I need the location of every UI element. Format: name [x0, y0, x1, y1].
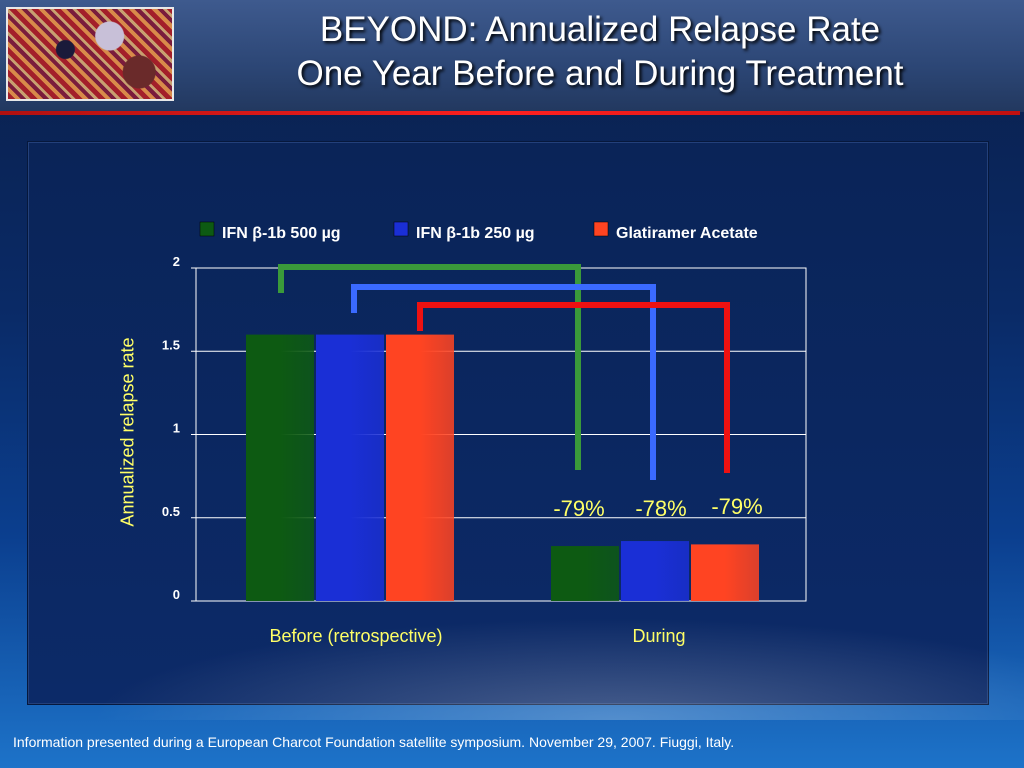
title-line-2: One Year Before and During Treatment — [296, 54, 904, 93]
reduction-bracket — [351, 284, 656, 480]
x-category-label: Before (retrospective) — [269, 626, 442, 646]
title-bar: BEYOND: Annualized Relapse Rate One Year… — [0, 0, 1024, 112]
title-line-1: BEYOND: Annualized Relapse Rate — [319, 10, 881, 49]
footer-note: Information presented during a European … — [13, 734, 735, 750]
bar — [316, 334, 384, 601]
reduction-label: -78% — [635, 496, 686, 521]
legend-swatch — [199, 221, 215, 237]
reduction-bracket — [417, 302, 730, 473]
bar — [691, 544, 759, 601]
y-tick-label: 2 — [173, 254, 180, 269]
bar — [621, 541, 689, 601]
title-divider — [0, 111, 1020, 115]
legend-swatch — [593, 221, 609, 237]
slide-title: BEYOND: Annualized Relapse Rate One Year… — [190, 8, 1010, 96]
bar — [246, 334, 314, 601]
legend-label: IFN β-1b 500 µg — [222, 225, 341, 242]
reduction-bracket — [278, 264, 581, 470]
y-tick-label: 0.5 — [162, 504, 180, 519]
legend-swatch — [393, 221, 409, 237]
chart-panel — [27, 141, 989, 705]
bar — [386, 334, 454, 601]
y-tick-label: 0 — [173, 587, 180, 602]
tissue-image — [6, 7, 174, 101]
y-tick-label: 1 — [173, 421, 180, 436]
y-axis-label: Annualized relapse rate — [117, 337, 138, 527]
reduction-label: -79% — [553, 496, 604, 521]
legend-label: Glatiramer Acetate — [616, 225, 758, 242]
legend-label: IFN β-1b 250 µg — [416, 225, 535, 242]
y-tick-label: 1.5 — [162, 337, 180, 352]
reduction-label: -79% — [711, 494, 762, 519]
x-category-label: During — [632, 626, 685, 646]
bar — [551, 546, 619, 601]
